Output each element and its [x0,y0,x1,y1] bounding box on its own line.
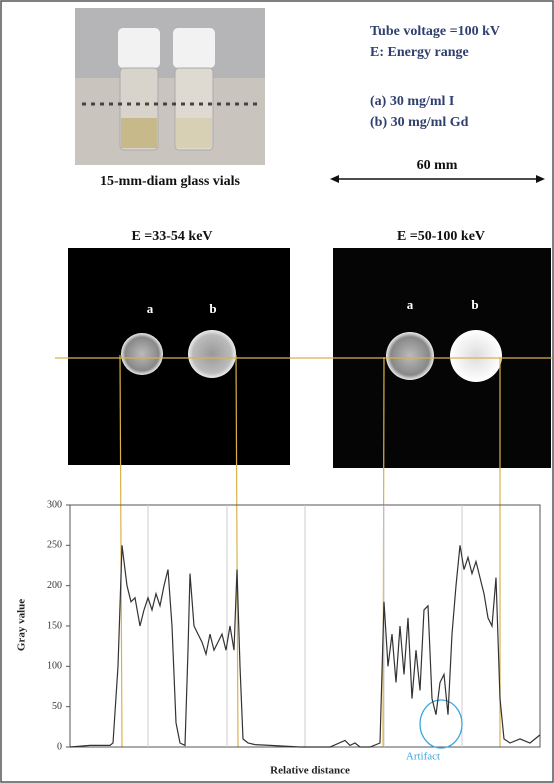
v-grid [148,505,462,747]
vial-label: a [147,301,154,316]
y-tick-label: 250 [47,540,62,551]
y-tick-label: 100 [47,661,62,672]
x-axis-label: Relative distance [270,765,350,777]
scale-label: 60 mm [417,158,458,173]
setting: Tube voltage =100 kV [370,24,500,39]
y-tick-label: 200 [47,580,62,591]
panel-title: E =33-54 keV [131,229,212,244]
sample: (b) 30 mg/ml Gd [370,115,469,130]
vial-label: b [209,301,216,316]
annotation: Artifact [406,751,440,763]
y-axis-label: Gray value [16,599,28,651]
scale-arrow [330,175,545,183]
vial-label: b [471,297,478,312]
artifact-circle [420,700,462,748]
y-tick-label: 300 [47,499,62,510]
y-tick-label: 150 [47,620,62,631]
ct-image [68,248,290,465]
y-tick-label: 0 [57,741,62,752]
photo-caption: 15-mm-diam glass vials [100,174,241,189]
sample: (a) 30 mg/ml I [370,94,454,109]
panel-title: E =50-100 keV [397,229,485,244]
figure: 15-mm-diam glass vials Tube voltage =100… [0,0,554,783]
y-tick-label: 50 [52,701,62,712]
vial-label: a [407,297,414,312]
setting: E: Energy range [370,45,469,60]
vials-photo [75,8,265,165]
